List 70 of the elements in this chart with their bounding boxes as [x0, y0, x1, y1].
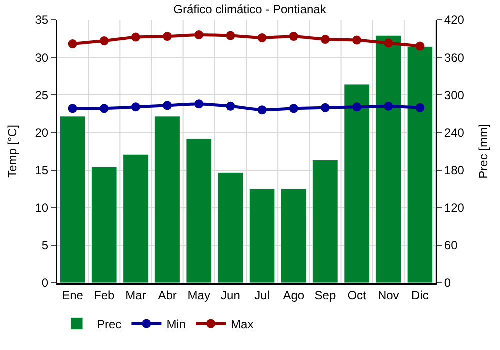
- bar: [154, 116, 180, 283]
- bar: [344, 84, 370, 283]
- point: [68, 104, 78, 114]
- bar: [218, 172, 244, 283]
- y-tick-label: 10: [35, 201, 49, 216]
- legend-label: Min: [166, 317, 186, 332]
- y-tick-label: 20: [35, 126, 49, 140]
- point: [320, 35, 330, 44]
- chart-title: Gráfico climático - Pontianak: [174, 2, 328, 17]
- point: [320, 103, 330, 112]
- point: [226, 31, 236, 40]
- y-tick-label: 15: [35, 163, 49, 178]
- x-tick-label: Ago: [283, 288, 305, 302]
- point: [100, 104, 109, 114]
- y2-tick-label: 240: [444, 126, 465, 140]
- y2-tick-label: 0: [444, 276, 452, 290]
- point: [100, 36, 109, 46]
- bar: [312, 160, 338, 283]
- bar: [91, 166, 118, 283]
- bar: [186, 138, 212, 283]
- legend-label: Max: [231, 317, 254, 332]
- point: [384, 38, 394, 48]
- x-tick-label: Nov: [378, 288, 400, 302]
- x-tick-label: Abr: [158, 288, 177, 302]
- x-tick-label: Feb: [94, 288, 116, 302]
- point: [258, 106, 267, 115]
- y2-tick-label: 60: [444, 238, 458, 253]
- y2-tick-label: 360: [444, 50, 465, 65]
- bar: [407, 46, 434, 283]
- point: [416, 42, 425, 51]
- bar: [249, 188, 276, 283]
- y-tick-label: 30: [35, 50, 49, 65]
- y2-tick-label: 120: [444, 201, 465, 216]
- point: [163, 101, 172, 110]
- x-tick-label: Jul: [254, 288, 270, 302]
- point: [68, 40, 78, 49]
- y2-tick-label: 180: [444, 163, 465, 178]
- point: [416, 103, 425, 112]
- x-tick-label: Jun: [221, 288, 240, 302]
- point: [352, 36, 362, 45]
- x-tick-label: Oct: [348, 288, 368, 302]
- x-tick-label: Ene: [62, 288, 84, 302]
- y2-axis-title: Prec [mm]: [476, 124, 491, 179]
- point: [289, 104, 298, 114]
- point: [194, 30, 204, 40]
- x-tick-label: Dic: [412, 288, 429, 302]
- point: [352, 102, 362, 112]
- legend-label: Prec: [97, 317, 122, 332]
- point: [226, 102, 236, 111]
- y2-tick-label: 420: [444, 13, 465, 28]
- x-tick-label: May: [188, 288, 210, 302]
- y-tick-label: 0: [42, 276, 49, 290]
- y-axis-title: Temp [°C]: [6, 125, 20, 178]
- y-tick-label: 5: [42, 238, 49, 253]
- bar: [60, 116, 86, 283]
- point: [258, 34, 267, 43]
- point: [194, 100, 204, 109]
- bar: [123, 154, 149, 283]
- y-tick-label: 35: [35, 13, 49, 28]
- y2-tick-label: 300: [444, 88, 465, 102]
- point: [131, 102, 140, 112]
- bar: [280, 188, 307, 283]
- bar: [376, 35, 402, 283]
- point: [289, 32, 298, 42]
- x-tick-label: Sep: [314, 288, 336, 302]
- x-tick-label: Mar: [126, 288, 146, 302]
- y-tick-label: 25: [35, 88, 49, 102]
- point: [131, 32, 140, 42]
- point: [163, 32, 172, 42]
- point: [384, 102, 394, 111]
